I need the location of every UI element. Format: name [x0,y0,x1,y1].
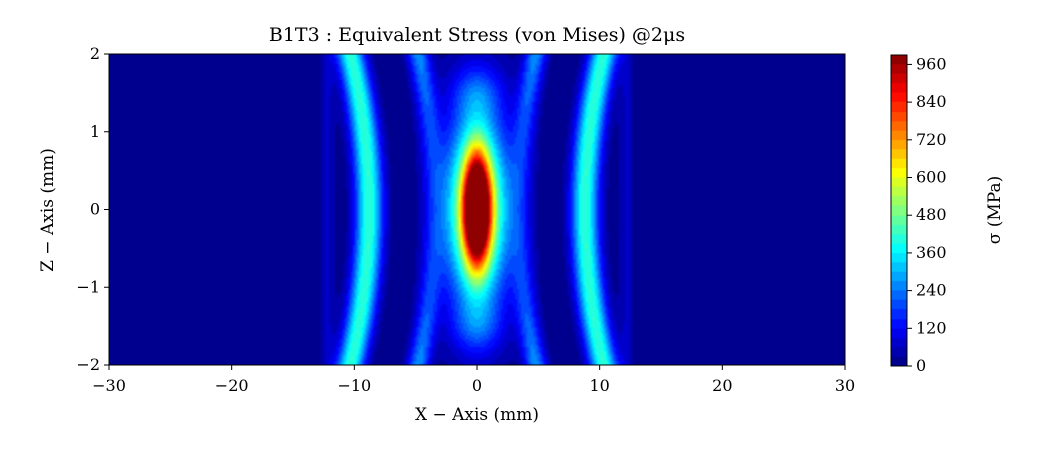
colorbar-gradient [891,55,907,366]
colorbar-tick-label: 0 [916,356,926,375]
x-tick-label: 0 [472,376,482,395]
colorbar-tick-label: 720 [916,130,947,149]
x-tick-label: −30 [92,376,126,395]
colorbar-tick-label: 960 [916,54,947,73]
colorbar: 0 120 240 360 480 600 720 840 960 [890,54,947,375]
colorbar-tick-label: 360 [916,243,947,262]
x-tick-label: −20 [215,376,249,395]
colorbar-tick-label: 840 [916,92,947,111]
plot-area [108,53,846,366]
y-tick-label: −1 [76,277,100,296]
chart-title: B1T3 : Equivalent Stress (von Mises) @2μ… [269,24,685,46]
colorbar-ticks: 0 120 240 360 480 600 720 840 960 [907,54,947,375]
colorbar-tick-label: 600 [916,168,947,187]
y-axis-label: Z − Axis (mm) [38,148,58,272]
colorbar-tick-label: 480 [916,205,947,224]
y-tick-label: −2 [76,355,100,374]
y-axis-ticks: −2 −1 0 1 2 [76,44,109,374]
y-tick-label: 0 [90,200,100,219]
colorbar-frame [890,54,908,367]
x-tick-label: 20 [712,376,732,395]
x-tick-label: −10 [337,376,371,395]
x-axis-ticks: −30 −20 −10 0 10 20 30 [92,365,855,395]
colorbar-tick-label: 120 [916,318,947,337]
x-axis-label: X − Axis (mm) [415,405,539,425]
x-tick-label: 30 [835,376,855,395]
x-tick-label: 10 [589,376,609,395]
stress-field-heatmap [109,54,845,365]
colorbar-tick-label: 240 [916,281,947,300]
colorbar-label: σ (MPa) [985,176,1005,245]
y-tick-label: 2 [90,44,100,63]
y-tick-label: 1 [90,122,100,141]
